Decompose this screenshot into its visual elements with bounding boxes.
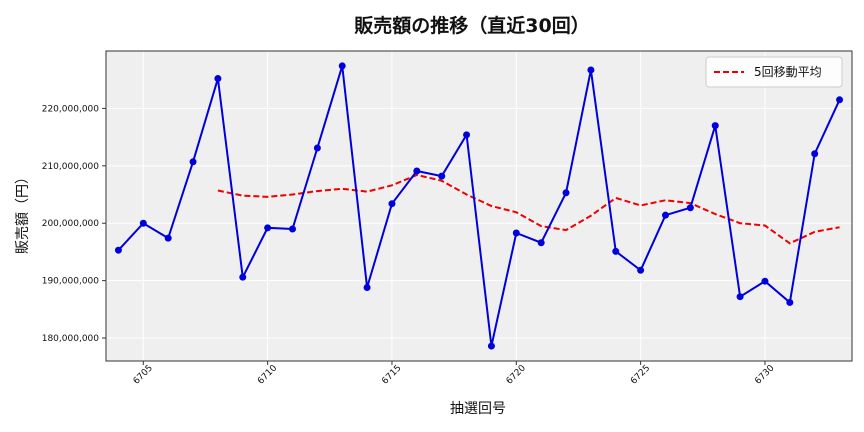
data-point (413, 167, 421, 175)
y-tick-label: 220,000,000 (42, 104, 100, 114)
data-point (139, 219, 147, 227)
data-point (836, 96, 844, 104)
data-point (438, 172, 446, 180)
data-point (264, 224, 272, 232)
x-tick-label: 6720 (505, 363, 528, 386)
data-point (338, 62, 346, 70)
legend-label-moving-average: 5回移動平均 (754, 65, 822, 79)
data-point (363, 284, 371, 292)
data-point (811, 150, 819, 158)
data-point (214, 75, 222, 83)
grid (106, 51, 852, 361)
x-axis-label: 抽選回号 (450, 401, 506, 417)
data-point (463, 131, 471, 139)
data-point (239, 273, 247, 281)
data-point (487, 342, 495, 350)
data-point (686, 204, 694, 212)
legend-box (705, 56, 843, 88)
x-tick-label: 6730 (753, 363, 776, 386)
plot-frame (105, 50, 853, 362)
y-axis-label: 販売額（円） (15, 170, 31, 254)
y-tick-label: 180,000,000 (42, 334, 100, 344)
data-point (612, 247, 620, 255)
data-point (761, 277, 769, 285)
x-tick-label: 6715 (380, 363, 403, 386)
data-point (512, 229, 520, 237)
data-point (736, 293, 744, 301)
plot-area (106, 51, 852, 361)
series-layer (114, 62, 844, 350)
data-point (313, 144, 321, 152)
y-tick-label: 200,000,000 (42, 219, 100, 229)
x-tick-label: 6705 (132, 363, 155, 386)
legend: 5回移動平均 (705, 56, 843, 88)
data-point (289, 225, 296, 233)
series-line-sales (117, 65, 841, 347)
data-point (388, 200, 396, 208)
data-point (537, 239, 545, 247)
series-line-moving-average (217, 173, 840, 245)
data-point (711, 122, 719, 130)
x-tick-label: 6710 (256, 363, 279, 386)
y-tick-label: 190,000,000 (42, 277, 100, 287)
x-tick-label: 6725 (629, 363, 652, 386)
data-point (562, 189, 570, 197)
data-point (662, 211, 669, 219)
data-point (114, 246, 122, 254)
data-point (786, 298, 794, 306)
chart-title: 販売額の推移（直近30回） (354, 14, 589, 37)
y-tick-label: 210,000,000 (42, 162, 100, 172)
data-point (164, 234, 172, 242)
data-point (587, 66, 595, 74)
data-point (189, 158, 197, 166)
data-point (637, 266, 645, 274)
